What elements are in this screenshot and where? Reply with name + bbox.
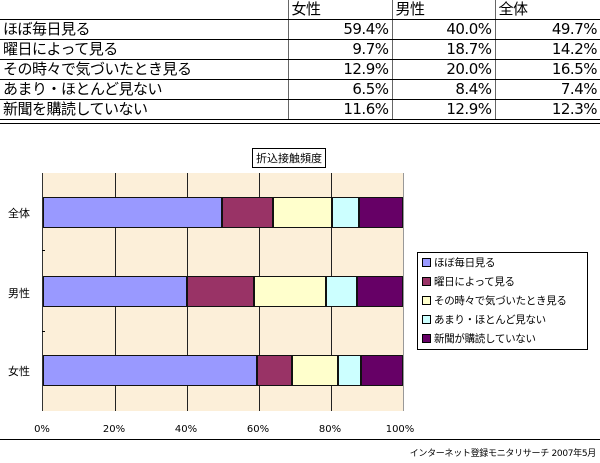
cell-total: 49.7% bbox=[494, 19, 600, 40]
x-tick-label: 20% bbox=[102, 424, 126, 435]
chart-legend: ほぼ毎日見る 曜日によって見る その時々で気づいたとき見る あまり・ほとんど見な… bbox=[417, 252, 588, 350]
source-note: インターネット登録モニタリサーチ 2007年5月 bbox=[409, 449, 597, 459]
bar-segment bbox=[43, 197, 222, 228]
table-bottom-rule bbox=[0, 123, 600, 124]
chart-title: 折込接触頻度 bbox=[252, 148, 326, 168]
row-label: あまり・ほとんど見ない bbox=[0, 79, 288, 100]
x-tick-label: 0% bbox=[34, 424, 50, 435]
legend-item-weekday: 曜日によって見る bbox=[418, 272, 587, 291]
cell-male: 18.7% bbox=[391, 39, 495, 60]
bar-segment bbox=[291, 355, 338, 386]
x-tick-label: 100% bbox=[385, 424, 415, 435]
bar-segment bbox=[43, 355, 257, 386]
cell-female: 9.7% bbox=[287, 39, 392, 60]
legend-swatch-icon bbox=[422, 277, 431, 286]
legend-label: その時々で気づいたとき見る bbox=[434, 295, 567, 307]
y-label-total: 全体 bbox=[8, 207, 30, 220]
row-label: 曜日によって見る bbox=[0, 39, 288, 60]
y-axis-tick bbox=[42, 250, 45, 251]
table-header-row: 女性 男性 全体 bbox=[0, 0, 600, 20]
legend-label: あまり・ほとんど見ない bbox=[434, 314, 546, 326]
x-tick-label: 60% bbox=[246, 424, 270, 435]
legend-swatch-icon bbox=[422, 296, 431, 305]
bar-segment bbox=[358, 197, 403, 228]
x-tick-label: 40% bbox=[174, 424, 198, 435]
bar-segment bbox=[356, 276, 403, 307]
footer-rule bbox=[0, 439, 600, 440]
bar-segment bbox=[337, 355, 362, 386]
bar-segment bbox=[272, 197, 333, 228]
cell-male: 40.0% bbox=[391, 19, 495, 40]
legend-label: 新聞が購読していない bbox=[434, 333, 536, 345]
table-row: あまり・ほとんど見ない 6.5% 8.4% 7.4% bbox=[0, 79, 600, 100]
header-blank bbox=[0, 0, 288, 20]
header-female: 女性 bbox=[287, 0, 392, 20]
plot-area bbox=[42, 173, 404, 411]
table-row: 曜日によって見る 9.7% 18.7% 14.2% bbox=[0, 39, 600, 60]
bar-0 bbox=[43, 197, 403, 228]
legend-swatch-icon bbox=[422, 258, 431, 267]
legend-item-sometimes: その時々で気づいたとき見る bbox=[418, 291, 587, 310]
legend-item-rarely: あまり・ほとんど見ない bbox=[418, 310, 587, 329]
x-tick-label: 80% bbox=[318, 424, 342, 435]
cell-female: 11.6% bbox=[287, 99, 392, 120]
bar-segment bbox=[221, 197, 273, 228]
bar-2 bbox=[43, 355, 403, 386]
cell-male: 8.4% bbox=[391, 79, 495, 100]
legend-label: 曜日によって見る bbox=[434, 276, 515, 288]
legend-item-no-subscription: 新聞が購読していない bbox=[418, 329, 587, 348]
header-male: 男性 bbox=[391, 0, 495, 20]
legend-swatch-icon bbox=[422, 315, 431, 324]
legend-label: ほぼ毎日見る bbox=[434, 257, 496, 269]
legend-item-daily: ほぼ毎日見る bbox=[418, 253, 587, 272]
table-row: その時々で気づいたとき見る 12.9% 20.0% 16.5% bbox=[0, 59, 600, 80]
legend-swatch-icon bbox=[422, 334, 431, 343]
table-row: ほぼ毎日見る 59.4% 40.0% 49.7% bbox=[0, 19, 600, 40]
cell-total: 7.4% bbox=[494, 79, 600, 100]
row-label: ほぼ毎日見る bbox=[0, 19, 288, 40]
cell-female: 12.9% bbox=[287, 59, 392, 80]
bar-segment bbox=[254, 276, 327, 307]
bar-1 bbox=[43, 276, 403, 307]
bar-segment bbox=[43, 276, 187, 307]
y-label-male: 男性 bbox=[8, 287, 30, 300]
cell-female: 6.5% bbox=[287, 79, 392, 100]
cell-female: 59.4% bbox=[287, 19, 392, 40]
y-label-female: 女性 bbox=[8, 365, 30, 378]
row-label: 新聞を購読していない bbox=[0, 99, 288, 120]
cell-male: 12.9% bbox=[391, 99, 495, 120]
data-table: 女性 男性 全体 ほぼ毎日見る 59.4% 40.0% 49.7% 曜日によって… bbox=[0, 0, 600, 120]
bar-segment bbox=[256, 355, 292, 386]
cell-total: 16.5% bbox=[494, 59, 600, 80]
table-row: 新聞を購読していない 11.6% 12.9% 12.3% bbox=[0, 99, 600, 120]
row-label: その時々で気づいたとき見る bbox=[0, 59, 288, 80]
y-axis-tick bbox=[42, 331, 45, 332]
bar-segment bbox=[326, 276, 357, 307]
cell-total: 12.3% bbox=[494, 99, 600, 120]
bar-segment bbox=[187, 276, 255, 307]
cell-total: 14.2% bbox=[494, 39, 600, 60]
bar-segment bbox=[332, 197, 359, 228]
header-total: 全体 bbox=[494, 0, 600, 20]
cell-male: 20.0% bbox=[391, 59, 495, 80]
bar-segment bbox=[361, 355, 403, 386]
